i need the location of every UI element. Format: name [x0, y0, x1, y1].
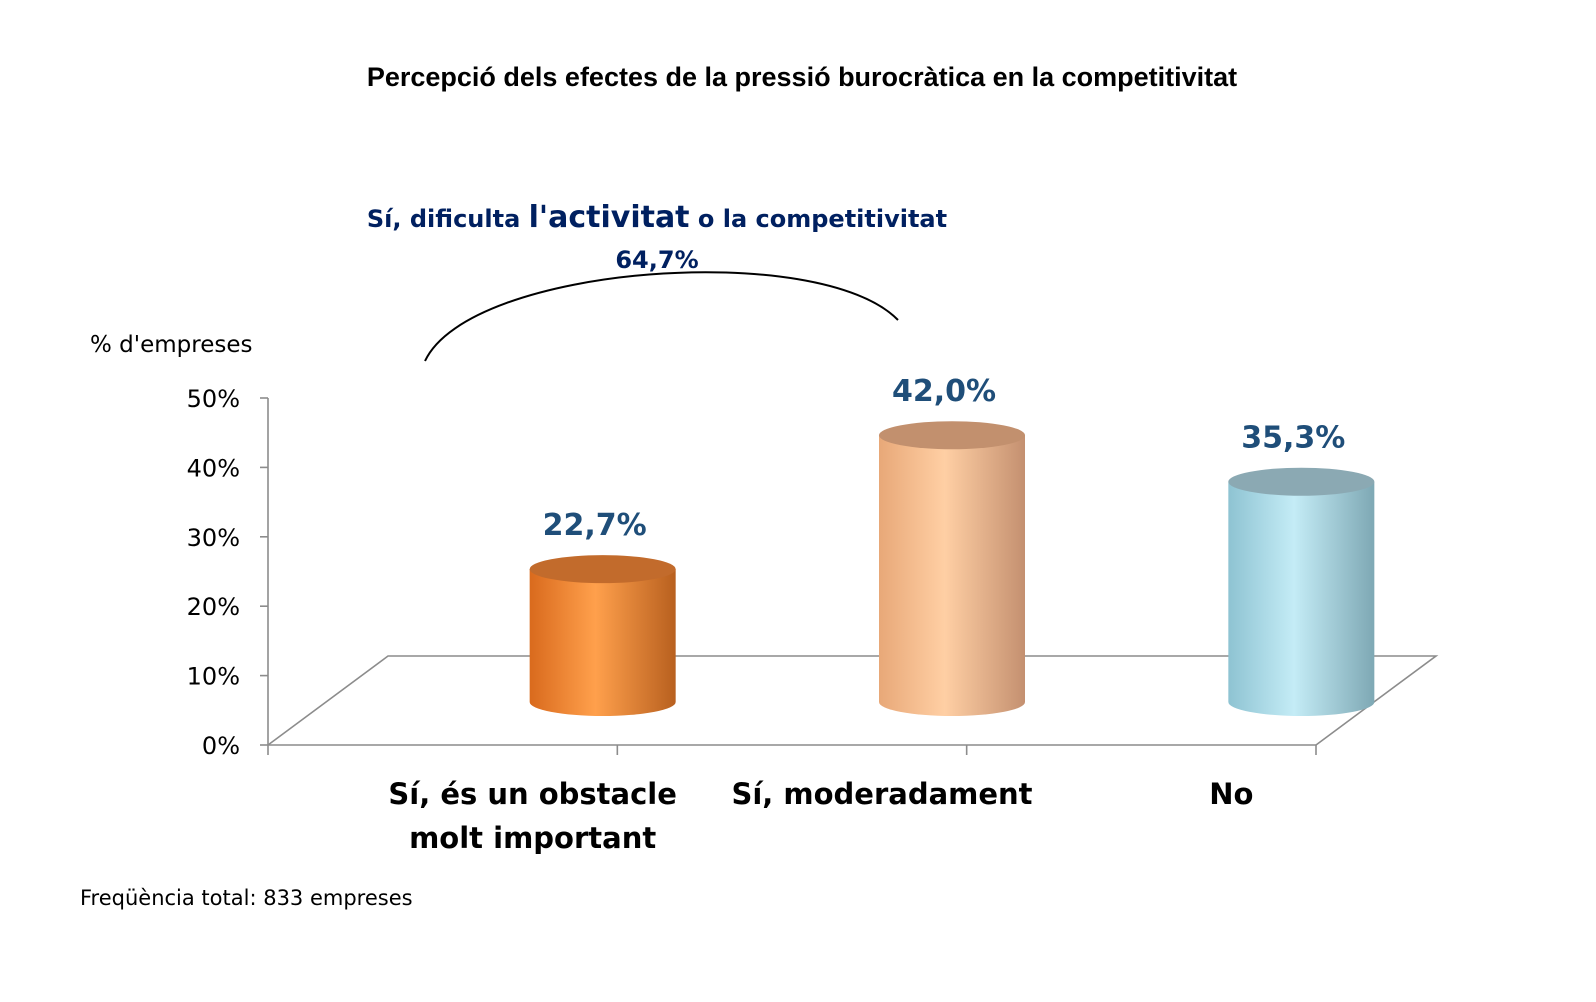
- category-labels: Sí, és un obstacle molt important Sí, mode…: [388, 777, 1253, 855]
- annotation-text-before: Sí, dificulta: [367, 205, 529, 233]
- y-ticks: 0% 10% 20% 30% 40% 50%: [187, 385, 268, 760]
- y-tick-label: 10%: [187, 663, 240, 691]
- chart-title: Percepció dels efectes de la pressió bur…: [367, 62, 1237, 92]
- category-label: Sí, és un obstacle molt important: [388, 777, 677, 855]
- data-label: 22,7%: [543, 508, 647, 543]
- bar-body: [1228, 481, 1375, 717]
- bar: 35,3%: [1228, 421, 1375, 717]
- annotation-arc: [424, 271, 899, 362]
- annotation: Sí, dificulta l'activitat o la competiti…: [367, 200, 947, 362]
- category-label-line: molt important: [409, 821, 656, 855]
- data-label: 35,3%: [1241, 421, 1345, 456]
- y-tick-label: 40%: [187, 454, 240, 482]
- y-tick-label: 20%: [187, 593, 240, 621]
- annotation-text: Sí, dificulta l'activitat o la competiti…: [367, 200, 947, 235]
- bar-top: [529, 555, 676, 584]
- category-label-line: Sí, moderadament: [731, 777, 1032, 811]
- bars: 22,7% 42,0% 35,3%: [529, 374, 1375, 717]
- category-label: No: [1209, 777, 1253, 811]
- footnote: Freqüència total: 833 empreses: [80, 886, 413, 910]
- category-label-line: Sí, és un obstacle: [388, 777, 677, 811]
- bar-top: [1228, 467, 1375, 496]
- category-label-line: No: [1209, 777, 1253, 811]
- data-label: 42,0%: [892, 374, 996, 409]
- y-axis: [267, 398, 1316, 746]
- y-tick-label: 0%: [202, 732, 240, 760]
- y-tick-label: 50%: [187, 385, 240, 413]
- annotation-text-after: o la competitivitat: [690, 205, 948, 233]
- bar-body: [879, 435, 1025, 716]
- bar-top: [879, 421, 1025, 450]
- bar: 42,0%: [879, 374, 1025, 716]
- category-label: Sí, moderadament: [731, 777, 1032, 811]
- annotation-value: 64,7%: [615, 246, 698, 274]
- x-ticks: [267, 745, 1317, 755]
- bar-body: [529, 569, 676, 716]
- annotation-text-emphasis: l'activitat: [529, 200, 690, 235]
- bar: 22,7%: [529, 508, 676, 716]
- y-axis-label: % d'empreses: [90, 332, 252, 358]
- y-tick-label: 30%: [187, 524, 240, 552]
